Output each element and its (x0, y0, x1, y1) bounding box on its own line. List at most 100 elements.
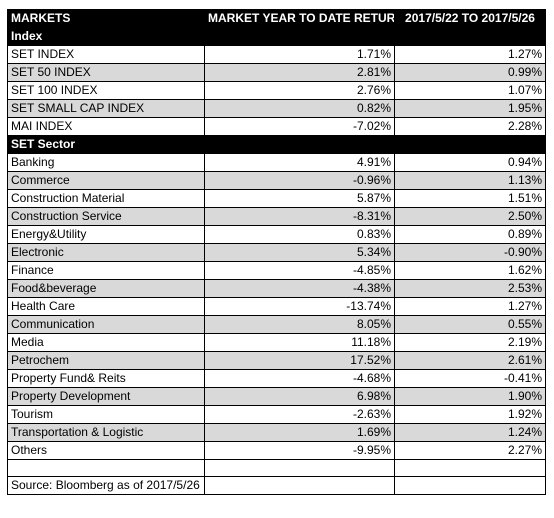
row-ytd-return: 11.18% (204, 333, 395, 352)
row-week-return: 1.62% (394, 261, 546, 280)
header-ytd-return: MARKET YEAR TO DATE RETURN (204, 9, 395, 28)
table-body: MARKETS MARKET YEAR TO DATE RETURN 2017/… (7, 9, 546, 496)
row-ytd-return: 5.87% (204, 189, 395, 208)
row-ytd-return: 8.05% (204, 315, 395, 334)
row-name: SET INDEX (7, 45, 205, 64)
row-name: Communication (7, 315, 205, 334)
table-row: SET 50 INDEX 2.81% 0.99% (7, 63, 546, 82)
row-ytd-return: -2.63% (204, 405, 395, 424)
row-name: Media (7, 333, 205, 352)
source-empty-cell (204, 476, 395, 496)
row-ytd-return: 1.69% (204, 423, 395, 442)
row-name: Health Care (7, 297, 205, 316)
table-row: Tourism -2.63% 1.92% (7, 405, 546, 424)
row-ytd-return: -4.68% (204, 369, 395, 388)
row-name: Construction Service (7, 207, 205, 226)
table-row: Others -9.95% 2.27% (7, 441, 546, 460)
row-week-return: 1.24% (394, 423, 546, 442)
row-ytd-return: -0.96% (204, 171, 395, 190)
row-ytd-return: 5.34% (204, 243, 395, 262)
table-row: Finance -4.85% 1.62% (7, 261, 546, 280)
row-week-return: 0.94% (394, 153, 546, 172)
header-week-range: 2017/5/22 TO 2017/5/26 (394, 9, 546, 28)
row-week-return: -0.41% (394, 369, 546, 388)
row-week-return: 1.27% (394, 45, 546, 64)
row-ytd-return: 6.98% (204, 387, 395, 406)
market-returns-table: MARKETS MARKET YEAR TO DATE RETURN 2017/… (7, 9, 546, 496)
row-week-return: 1.95% (394, 99, 546, 118)
row-name: Commerce (7, 171, 205, 190)
row-name: Others (7, 441, 205, 460)
table-row: Electronic 5.34% -0.90% (7, 243, 546, 262)
table-row: MAI INDEX -7.02% 2.28% (7, 117, 546, 136)
table-row: SET INDEX 1.71% 1.27% (7, 45, 546, 64)
row-week-return: 2.50% (394, 207, 546, 226)
row-name: Finance (7, 261, 205, 280)
row-name: Tourism (7, 405, 205, 424)
row-week-return: -0.90% (394, 243, 546, 262)
row-ytd-return: 4.91% (204, 153, 395, 172)
spacer-row (7, 458, 546, 478)
row-ytd-return: 0.82% (204, 99, 395, 118)
table-row: Property Development 6.98% 1.90% (7, 387, 546, 406)
row-name: MAI INDEX (7, 117, 205, 136)
row-ytd-return: 1.71% (204, 45, 395, 64)
table-row: Commerce -0.96% 1.13% (7, 171, 546, 190)
row-ytd-return: 2.76% (204, 81, 395, 100)
row-ytd-return: -8.31% (204, 207, 395, 226)
row-week-return: 2.27% (394, 441, 546, 460)
row-ytd-return: -9.95% (204, 441, 395, 460)
source-empty-cell (394, 476, 546, 496)
row-ytd-return: -7.02% (204, 117, 395, 136)
row-name: Food&beverage (7, 279, 205, 298)
row-week-return: 2.19% (394, 333, 546, 352)
row-week-return: 2.61% (394, 351, 546, 370)
table-row: Transportation & Logistic 1.69% 1.24% (7, 423, 546, 442)
row-name: Electronic (7, 243, 205, 262)
row-week-return: 1.51% (394, 189, 546, 208)
row-ytd-return: 0.83% (204, 225, 395, 244)
row-name: Petrochem (7, 351, 205, 370)
row-name: SET SMALL CAP INDEX (7, 99, 205, 118)
row-week-return: 1.13% (394, 171, 546, 190)
source-note: Source: Bloomberg as of 2017/5/26 (7, 476, 205, 496)
row-ytd-return: 2.81% (204, 63, 395, 82)
table-row: Communication 8.05% 0.55% (7, 315, 546, 334)
source-row: Source: Bloomberg as of 2017/5/26 (7, 476, 546, 496)
row-name: Construction Material (7, 189, 205, 208)
row-week-return: 0.99% (394, 63, 546, 82)
table-row: Construction Service -8.31% 2.50% (7, 207, 546, 226)
sector-section-title: SET Sector (7, 135, 546, 154)
header-row: MARKETS MARKET YEAR TO DATE RETURN 2017/… (7, 9, 546, 28)
row-ytd-return: 17.52% (204, 351, 395, 370)
row-week-return: 2.53% (394, 279, 546, 298)
row-name: Property Fund& Reits (7, 369, 205, 388)
row-name: Transportation & Logistic (7, 423, 205, 442)
row-week-return: 1.07% (394, 81, 546, 100)
row-ytd-return: -4.38% (204, 279, 395, 298)
row-name: Banking (7, 153, 205, 172)
table-row: Construction Material 5.87% 1.51% (7, 189, 546, 208)
row-name: SET 100 INDEX (7, 81, 205, 100)
table-row: Banking 4.91% 0.94% (7, 153, 546, 172)
index-section-row: Index (7, 27, 546, 46)
row-week-return: 2.28% (394, 117, 546, 136)
row-ytd-return: -13.74% (204, 297, 395, 316)
row-ytd-return: -4.85% (204, 261, 395, 280)
row-week-return: 1.92% (394, 405, 546, 424)
table-row: Health Care -13.74% 1.27% (7, 297, 546, 316)
table-row: Food&beverage -4.38% 2.53% (7, 279, 546, 298)
table-row: Media 11.18% 2.19% (7, 333, 546, 352)
spacer-cell (204, 458, 395, 478)
row-week-return: 0.89% (394, 225, 546, 244)
row-name: Property Development (7, 387, 205, 406)
spacer-cell (394, 458, 546, 478)
row-name: SET 50 INDEX (7, 63, 205, 82)
table-row: Energy&Utility 0.83% 0.89% (7, 225, 546, 244)
row-week-return: 1.90% (394, 387, 546, 406)
table-row: Petrochem 17.52% 2.61% (7, 351, 546, 370)
sector-section-row: SET Sector (7, 135, 546, 154)
table-row: Property Fund& Reits -4.68% -0.41% (7, 369, 546, 388)
row-week-return: 1.27% (394, 297, 546, 316)
row-name: Energy&Utility (7, 225, 205, 244)
